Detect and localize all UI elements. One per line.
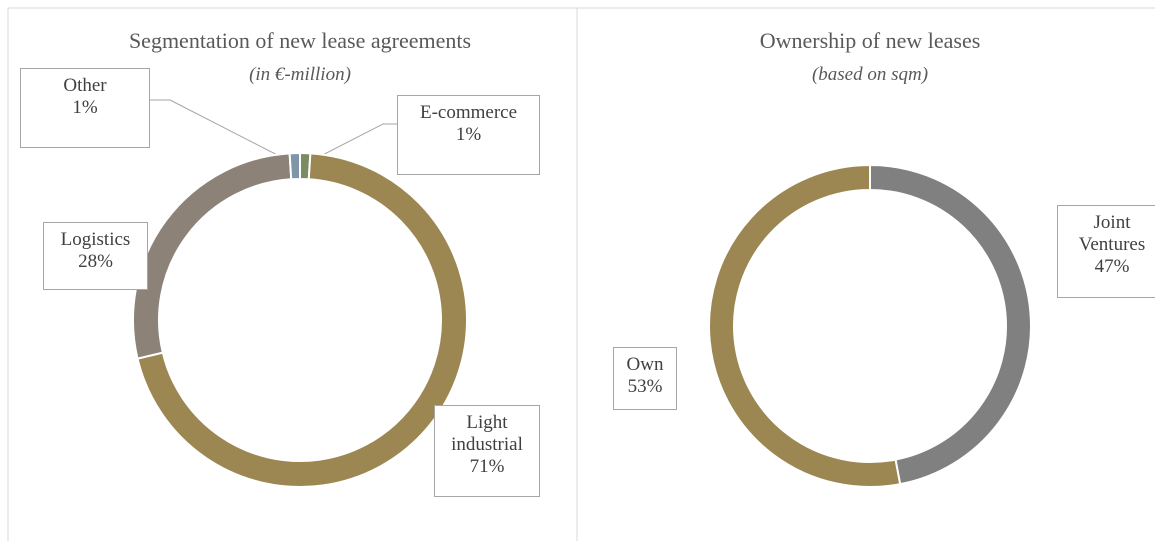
chart-subtitle: (in €-million) [249,64,351,85]
value-label: 47% [1094,256,1130,277]
chart-title: Segmentation of new lease agreements [129,28,471,53]
donut-slice [869,163,1032,486]
data-label: Own 53% [613,347,677,410]
category-name: Other [63,75,107,96]
category-name: Joint Ventures [1078,212,1146,255]
category-name: E-commerce [419,102,518,123]
value-label: 1% [72,97,98,118]
donut-slice [707,163,902,488]
donut-slice [132,152,293,360]
data-label: Other 1% [20,68,150,148]
value-label: 1% [455,124,482,145]
data-label: Logistics 28% [43,222,148,290]
category-name: Light industrial [451,412,523,455]
data-label: E-commerce 1% [397,95,540,175]
data-label: Joint Ventures 47% [1057,205,1155,298]
category-name: Logistics [60,229,131,250]
leader-line [169,99,294,164]
category-name: Own [626,354,664,375]
chart-title: Ownership of new leases [760,28,981,53]
donut-slice [288,151,301,181]
data-label: Light industrial 71% [434,405,540,497]
chart-subtitle: (based on sqm) [812,64,928,85]
donut-slice [136,152,468,488]
value-label: 53% [627,376,663,397]
value-label: 28% [78,251,113,272]
value-label: 71% [469,456,505,477]
